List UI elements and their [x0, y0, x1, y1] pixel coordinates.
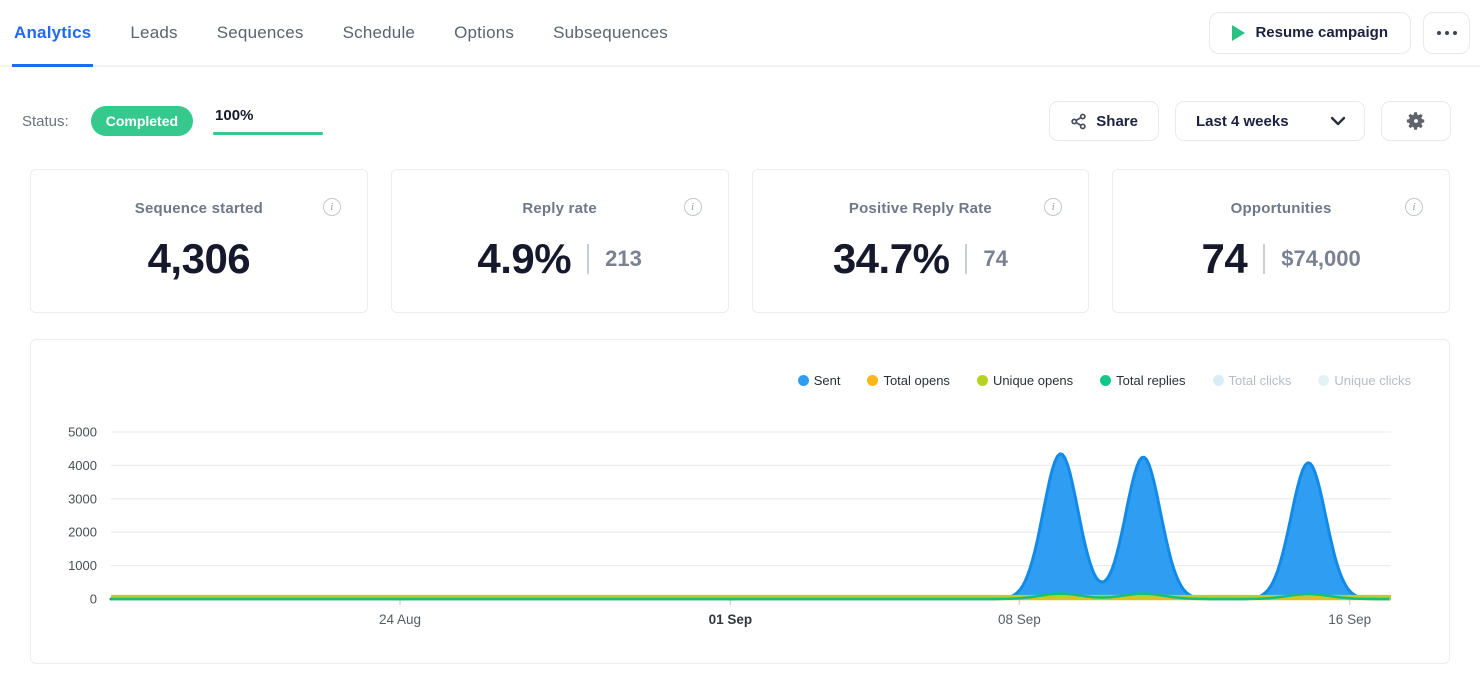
metric-value-row: 34.7% 74 — [753, 235, 1089, 283]
metric-value: 74 — [1201, 235, 1248, 282]
svg-text:16 Sep: 16 Sep — [1328, 612, 1371, 627]
legend-item-total-opens[interactable]: Total opens — [867, 373, 950, 388]
metric-card-reply-rate: Reply rate i 4.9% 213 — [390, 169, 729, 313]
play-icon — [1232, 24, 1246, 41]
share-nodes-icon — [1071, 113, 1087, 129]
progress-bar — [213, 132, 324, 135]
svg-text:4000: 4000 — [68, 458, 97, 473]
info-icon[interactable]: i — [322, 198, 341, 216]
chart-legend: Sent Total opens Unique opens Total replies… — [797, 373, 1411, 388]
legend-dot — [1100, 375, 1112, 386]
metric-card-opportunities: Opportunities i 74 $74,000 — [1112, 169, 1450, 313]
status-toolbar: Share Last 4 weeks — [1049, 101, 1451, 141]
share-label: Share — [1096, 112, 1138, 130]
svg-text:01 Sep: 01 Sep — [709, 612, 753, 627]
value-divider — [587, 244, 590, 274]
metric-card-positive-reply-rate: Positive Reply Rate i 34.7% 74 — [751, 169, 1090, 313]
tab-schedule[interactable]: Schedule — [342, 22, 416, 42]
status-label: Status: — [22, 112, 69, 130]
legend-item-total-clicks[interactable]: Total clicks — [1212, 373, 1292, 388]
progress-percent: 100% — [215, 107, 254, 124]
legend-dot — [1318, 375, 1330, 386]
metric-cards-row: Sequence started i 4,306 Reply rate i 4.9% 213… — [30, 169, 1450, 313]
legend-label: Total opens — [883, 373, 950, 388]
legend-item-unique-opens[interactable]: Unique opens — [976, 373, 1074, 388]
svg-text:5000: 5000 — [68, 425, 97, 440]
legend-item-unique-clicks[interactable]: Unique clicks — [1318, 373, 1411, 388]
legend-dot — [1212, 375, 1224, 386]
tab-sequences[interactable]: Sequences — [216, 22, 304, 42]
value-divider — [965, 244, 968, 274]
info-icon[interactable]: i — [683, 198, 702, 216]
metric-title: Reply rate — [522, 200, 597, 217]
top-nav: Analytics Leads Sequences Schedule Options Su… — [0, 0, 1480, 67]
campaign-activity-chart[interactable]: 0 1000 2000 3000 4000 5000 24 Aug 01 Sep 08 Sep 1… — [31, 340, 1449, 640]
svg-text:1000: 1000 — [68, 558, 97, 573]
date-range-select[interactable]: Last 4 weeks — [1175, 101, 1365, 141]
metric-value-row: 4,306 — [31, 235, 367, 283]
status-badge: Completed — [90, 106, 194, 136]
metric-value: 4.9% — [477, 235, 572, 282]
legend-item-total-replies[interactable]: Total replies — [1100, 373, 1186, 388]
metric-value: 34.7% — [832, 235, 950, 282]
metric-secondary-value: 213 — [605, 246, 642, 271]
legend-dot — [797, 375, 809, 386]
metric-title: Positive Reply Rate — [848, 200, 992, 217]
svg-text:2000: 2000 — [68, 525, 97, 540]
share-button[interactable]: Share — [1049, 101, 1159, 141]
value-divider — [1263, 244, 1266, 274]
metric-secondary-value: 74 — [983, 246, 1008, 271]
metric-title: Opportunities — [1230, 200, 1332, 217]
status-row: Status: Completed 100% Share Last 4 week… — [0, 101, 1480, 141]
legend-label: Total replies — [1116, 373, 1186, 388]
chevron-down-icon — [1330, 116, 1346, 126]
tab-subsequences[interactable]: Subsequences — [553, 22, 668, 42]
svg-text:3000: 3000 — [68, 491, 97, 506]
metric-card-sequence-started: Sequence started i 4,306 — [30, 169, 368, 313]
legend-label: Total clicks — [1228, 373, 1292, 388]
legend-dot — [976, 375, 988, 386]
metric-value: 4,306 — [147, 235, 251, 282]
resume-campaign-button[interactable]: Resume campaign — [1209, 11, 1411, 54]
metric-secondary-value: $74,000 — [1281, 246, 1361, 271]
metric-value-row: 4.9% 213 — [392, 235, 728, 283]
legend-item-sent[interactable]: Sent — [797, 373, 841, 388]
date-range-value: Last 4 weeks — [1196, 112, 1289, 130]
tab-analytics[interactable]: Analytics — [12, 0, 94, 67]
metric-value-row: 74 $74,000 — [1113, 235, 1449, 283]
gear-icon — [1406, 112, 1425, 130]
legend-dot — [867, 375, 879, 386]
campaign-progress: 100% — [213, 107, 324, 135]
resume-campaign-label: Resume campaign — [1255, 24, 1388, 41]
legend-label: Sent — [813, 373, 841, 388]
more-options-button[interactable] — [1423, 11, 1470, 54]
analytics-chart-card: Sent Total opens Unique opens Total replies… — [30, 339, 1450, 664]
tab-leads[interactable]: Leads — [130, 22, 178, 42]
settings-button[interactable] — [1381, 101, 1451, 141]
info-icon[interactable]: i — [1405, 198, 1423, 216]
svg-text:08 Sep: 08 Sep — [998, 612, 1041, 627]
legend-label: Unique opens — [992, 373, 1074, 388]
nav-actions: Resume campaign — [1209, 11, 1470, 54]
legend-label: Unique clicks — [1334, 373, 1411, 388]
info-icon[interactable]: i — [1044, 198, 1063, 216]
tab-options[interactable]: Options — [454, 22, 515, 42]
svg-text:24 Aug: 24 Aug — [379, 612, 421, 627]
svg-text:0: 0 — [90, 592, 97, 607]
metric-title: Sequence started — [134, 200, 263, 217]
ellipsis-icon — [1436, 30, 1441, 35]
nav-tabs: Analytics Leads Sequences Schedule Options Su… — [12, 0, 705, 67]
